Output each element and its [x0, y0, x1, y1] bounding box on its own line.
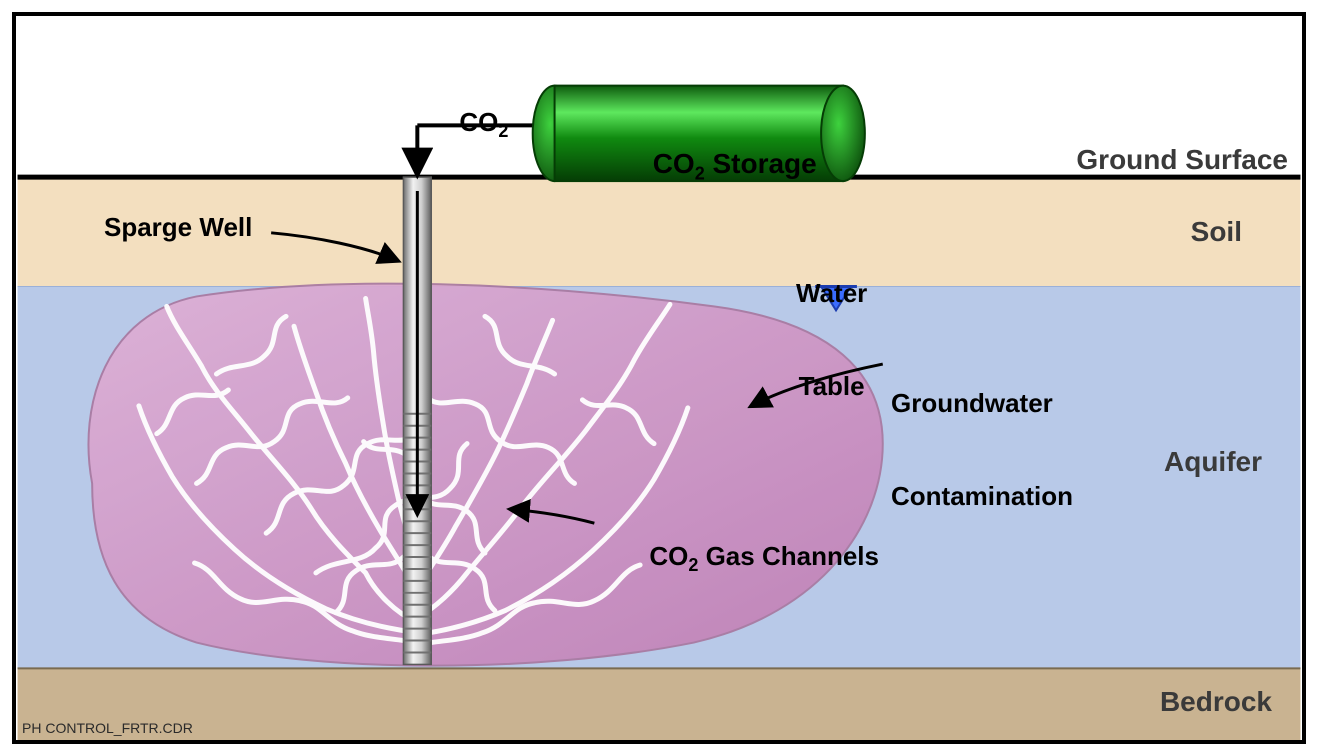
label-soil: Soil [1191, 216, 1242, 248]
label-gas-channels: CO2 Gas Channels [606, 510, 879, 607]
label-co2-sub: 2 [498, 121, 508, 141]
label-aquifer: Aquifer [1164, 446, 1262, 478]
label-groundwater-l1: Groundwater [891, 388, 1073, 419]
label-groundwater-contamination: Groundwater Contamination [891, 326, 1073, 574]
label-gas-channels-rest: Gas Channels [698, 541, 879, 571]
label-co2-storage: CO2 Storage [606, 116, 817, 217]
label-gas-channels-co: CO [649, 541, 688, 571]
label-co2-storage-co: CO [653, 148, 695, 179]
label-water-table: Water Table [796, 216, 867, 464]
label-sparge-well: Sparge Well [104, 212, 252, 243]
footer-credit: PH CONTROL_FRTR.CDR [22, 720, 193, 736]
layer-bedrock [18, 668, 1301, 740]
label-water-table-l2: Table [796, 371, 867, 402]
label-co2: CO2 [416, 76, 508, 173]
diagram-border: CO2 CO2 Storage Ground Surface Soil Aqui… [12, 12, 1306, 744]
label-ground-surface: Ground Surface [1076, 144, 1288, 176]
label-bedrock: Bedrock [1160, 686, 1272, 718]
label-groundwater-l2: Contamination [891, 481, 1073, 512]
diagram-container: CO2 CO2 Storage Ground Surface Soil Aqui… [0, 0, 1318, 756]
label-co2-storage-rest: Storage [705, 148, 817, 179]
sparge-well [403, 177, 431, 664]
label-gas-channels-sub: 2 [688, 555, 698, 575]
label-co2-storage-sub: 2 [695, 164, 705, 184]
label-co2-text: CO [459, 107, 498, 137]
label-water-table-l1: Water [796, 278, 867, 309]
